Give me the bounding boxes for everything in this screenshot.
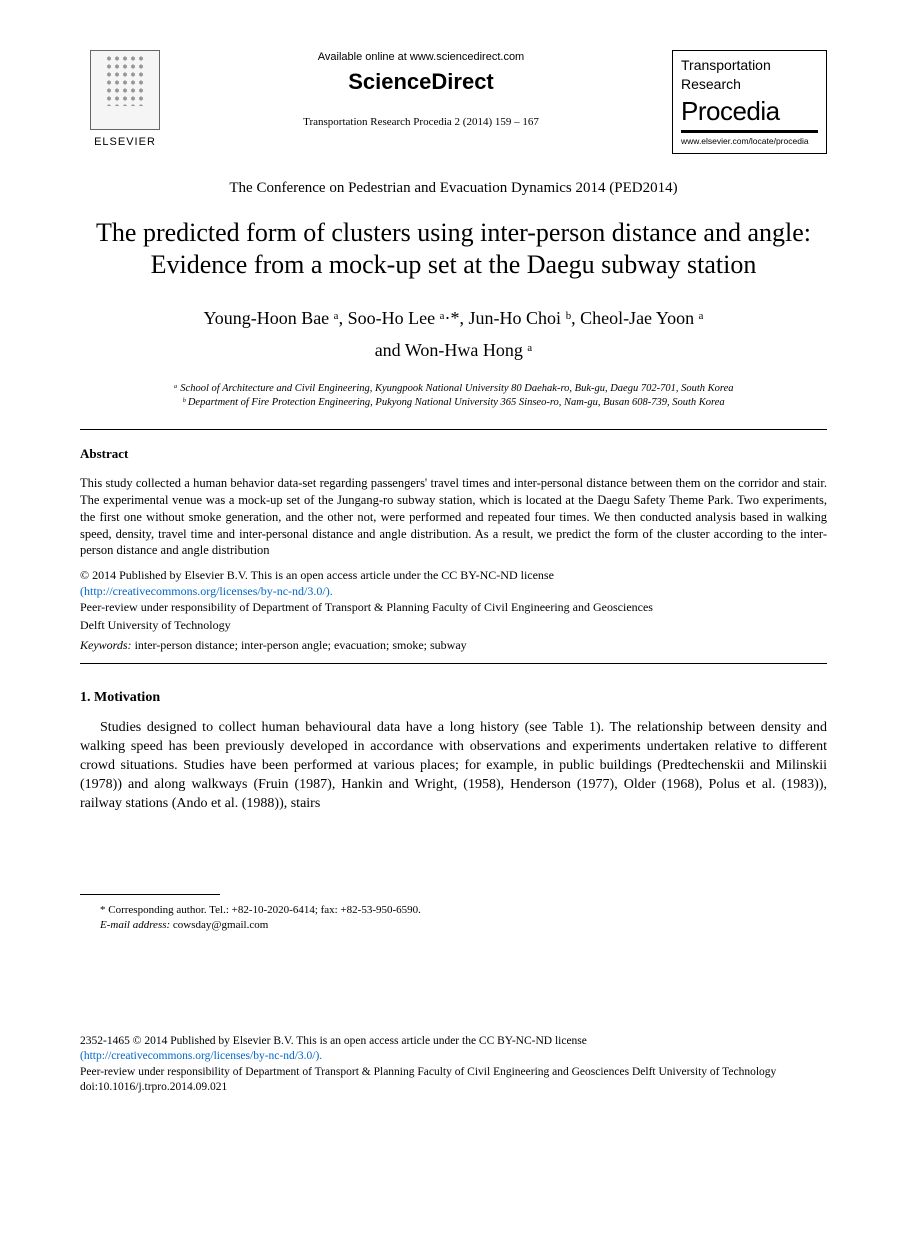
- email-label: E-mail address:: [100, 919, 170, 931]
- section-1-body: Studies designed to collect human behavi…: [80, 719, 827, 813]
- procedia-main: Procedia: [681, 95, 818, 134]
- header-row: ELSEVIER Available online at www.science…: [80, 50, 827, 154]
- journal-reference: Transportation Research Procedia 2 (2014…: [180, 115, 662, 129]
- authors-line2: and Won-Hwa Hong ᵃ: [80, 334, 827, 366]
- abstract-text: This study collected a human behavior da…: [80, 475, 827, 559]
- footer-license-link[interactable]: (http://creativecommons.org/licenses/by-…: [80, 1049, 827, 1065]
- affiliation-b: ᵇ Department of Fire Protection Engineer…: [80, 396, 827, 411]
- procedia-logo: Transportation Research Procedia www.els…: [672, 50, 827, 154]
- affiliation-a: ᵃ School of Architecture and Civil Engin…: [80, 382, 827, 397]
- center-header: Available online at www.sciencedirect.co…: [170, 50, 672, 129]
- corresponding-author: * Corresponding author. Tel.: +82-10-202…: [100, 903, 827, 918]
- authors: Young-Hoon Bae ᵃ, Soo-Ho Lee ᵃ·*, Jun-Ho…: [80, 302, 827, 367]
- paper-title: The predicted form of clusters using int…: [80, 217, 827, 282]
- divider-bottom: [80, 663, 827, 664]
- peer-review-line1: Peer-review under responsibility of Depa…: [80, 599, 827, 615]
- available-online-text: Available online at www.sciencedirect.co…: [180, 50, 662, 64]
- footer-peer-review: Peer-review under responsibility of Depa…: [80, 1065, 827, 1081]
- conference-name: The Conference on Pedestrian and Evacuat…: [80, 179, 827, 199]
- footnote-separator: [80, 894, 220, 895]
- procedia-url: www.elsevier.com/locate/procedia: [681, 136, 818, 147]
- keywords: Keywords: inter-person distance; inter-p…: [80, 638, 827, 654]
- abstract-section: Abstract This study collected a human be…: [80, 446, 827, 653]
- divider-top: [80, 429, 827, 430]
- procedia-line1: Transportation: [681, 57, 818, 74]
- keywords-text: inter-person distance; inter-person angl…: [132, 638, 467, 652]
- footer-issn: 2352-1465 © 2014 Published by Elsevier B…: [80, 1034, 827, 1050]
- abstract-heading: Abstract: [80, 446, 827, 463]
- email-address: cowsday@gmail.com: [170, 919, 268, 931]
- footnote-block: * Corresponding author. Tel.: +82-10-202…: [100, 903, 827, 934]
- footer-doi: doi:10.1016/j.trpro.2014.09.021: [80, 1080, 827, 1096]
- footer-block: 2352-1465 © 2014 Published by Elsevier B…: [80, 1034, 827, 1096]
- email-line: E-mail address: cowsday@gmail.com: [100, 918, 827, 933]
- procedia-line2: Research: [681, 76, 818, 93]
- affiliations: ᵃ School of Architecture and Civil Engin…: [80, 382, 827, 411]
- elsevier-logo: ELSEVIER: [80, 50, 170, 149]
- authors-line1: Young-Hoon Bae ᵃ, Soo-Ho Lee ᵃ·*, Jun-Ho…: [80, 302, 827, 334]
- license-line1: © 2014 Published by Elsevier B.V. This i…: [80, 567, 827, 583]
- section-1-heading: 1. Motivation: [80, 689, 827, 707]
- elsevier-tree-icon: [90, 50, 160, 130]
- sciencedirect-logo: ScienceDirect: [180, 68, 662, 97]
- peer-review-line2: Delft University of Technology: [80, 617, 827, 633]
- elsevier-label: ELSEVIER: [80, 135, 170, 149]
- keywords-label: Keywords:: [80, 638, 132, 652]
- license-link[interactable]: (http://creativecommons.org/licenses/by-…: [80, 584, 827, 600]
